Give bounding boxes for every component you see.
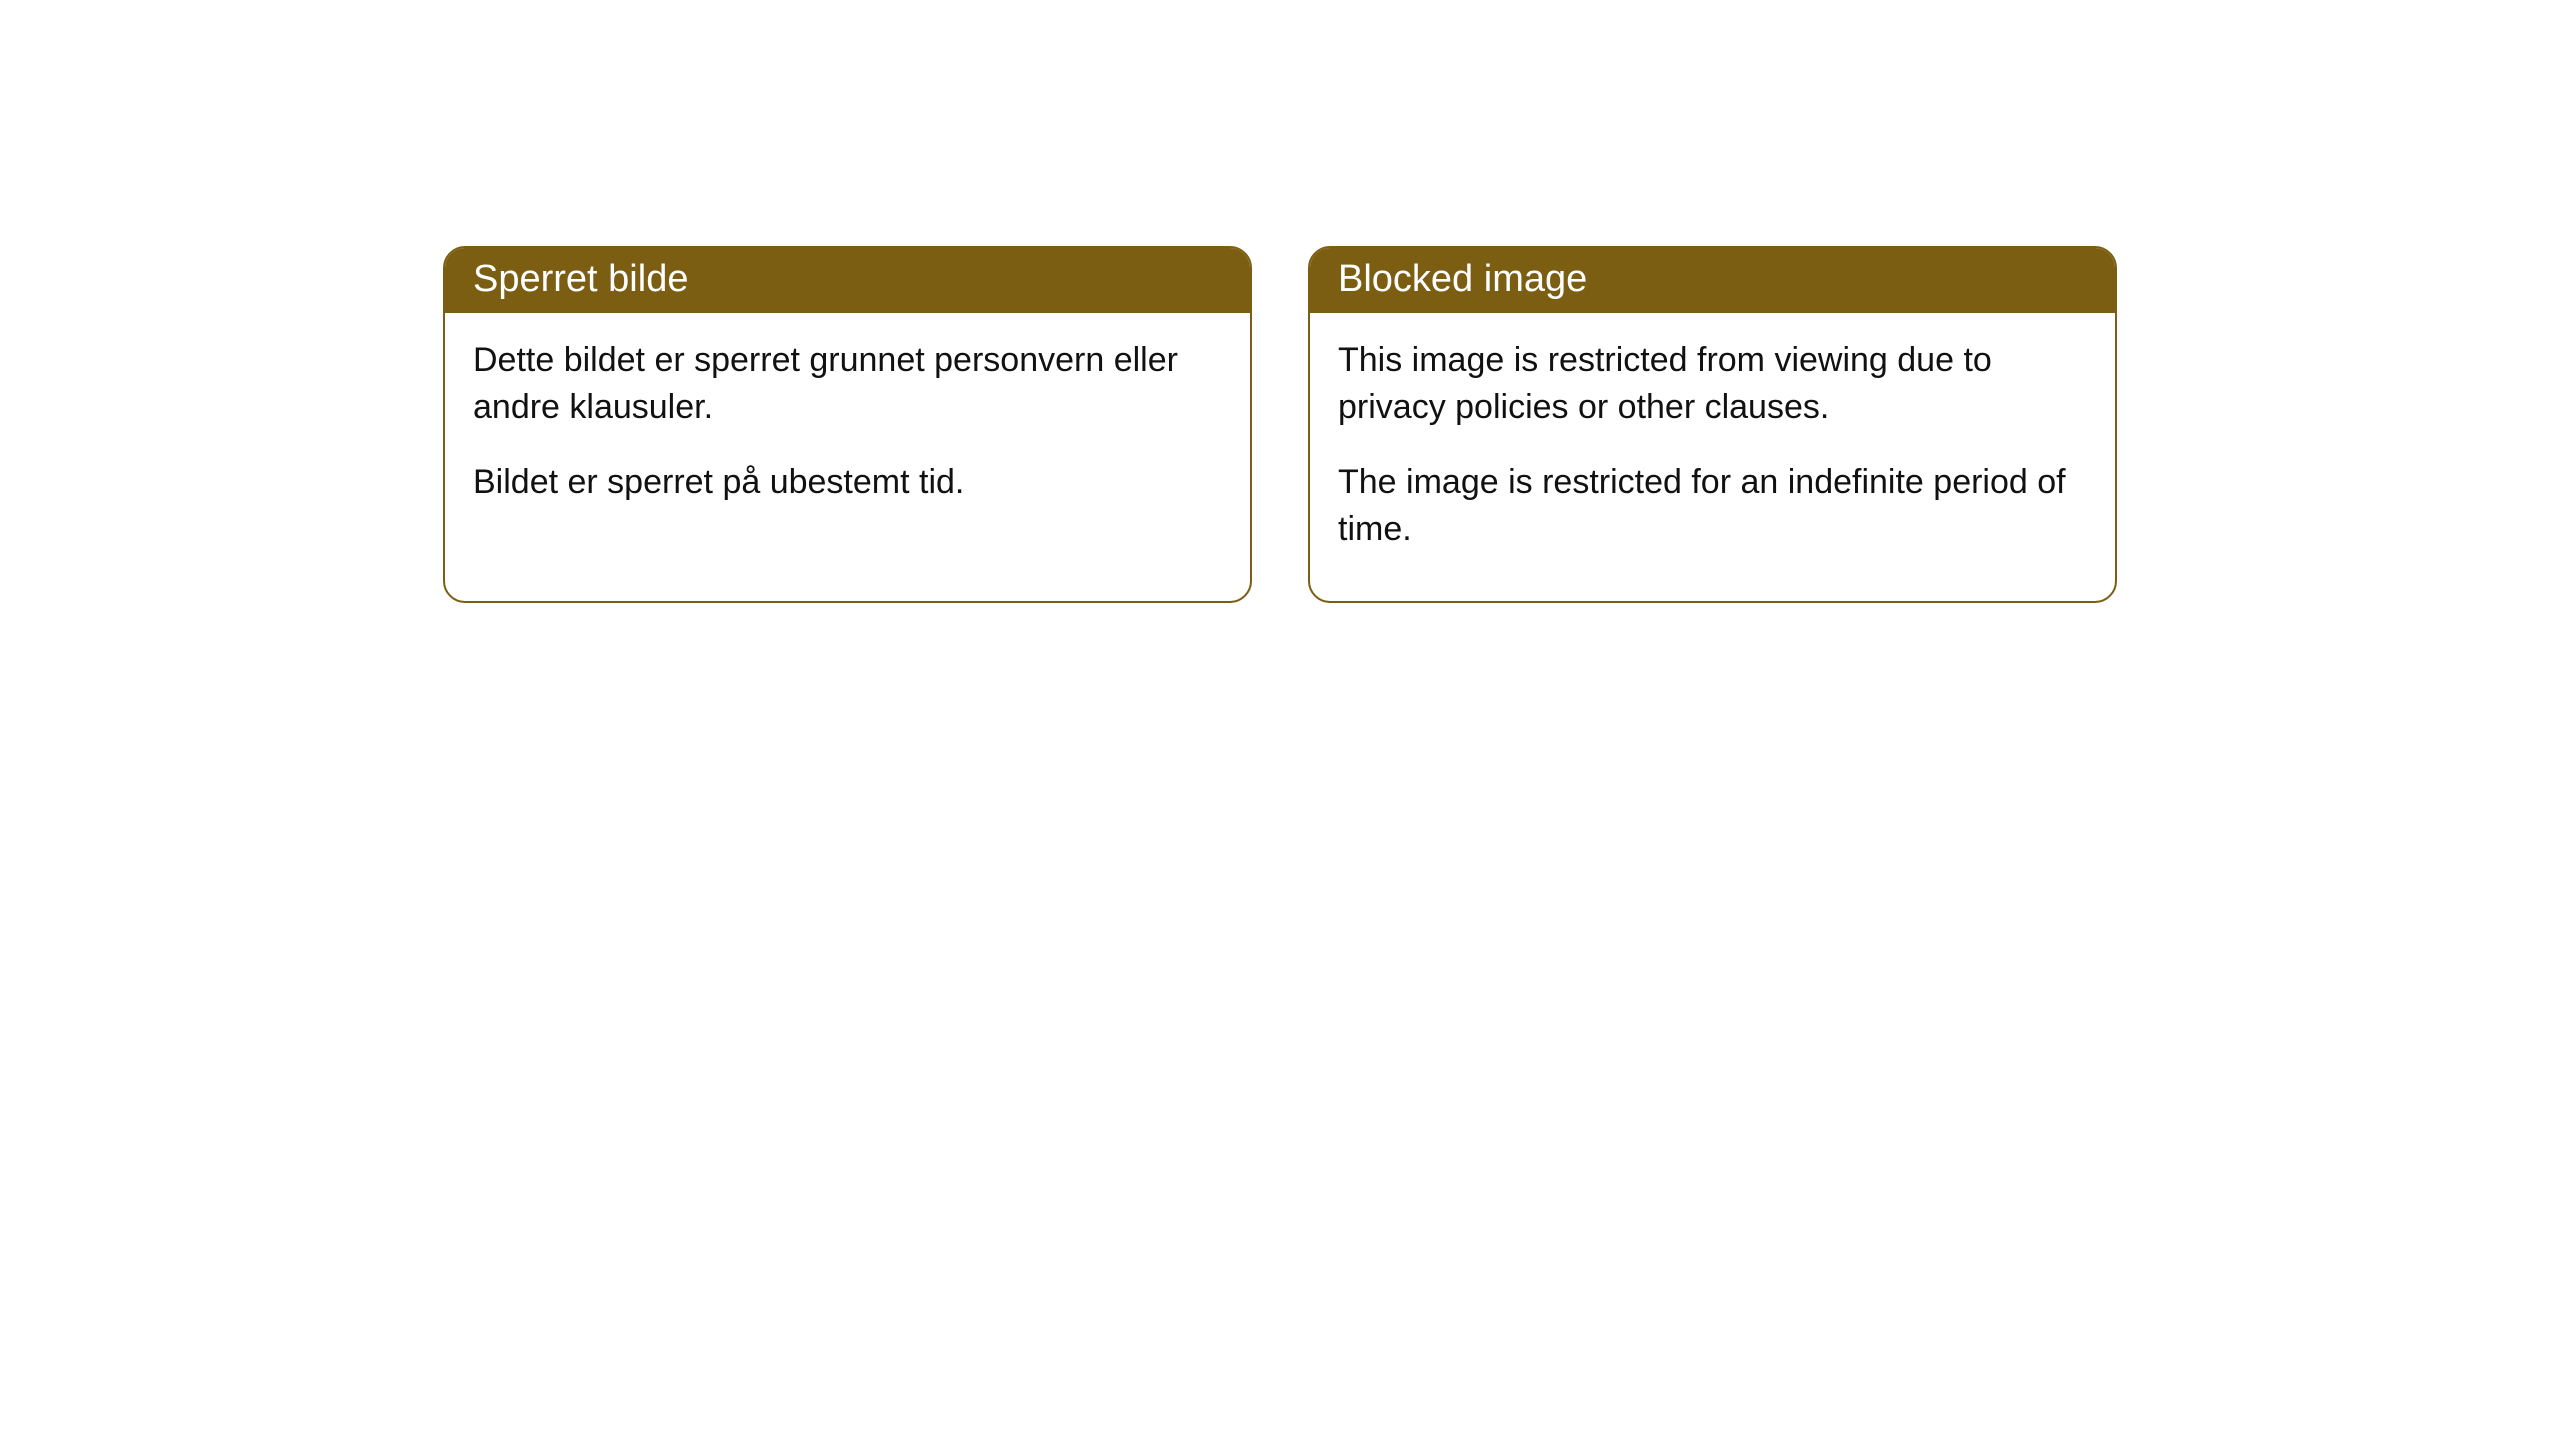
card-para1-norwegian: Dette bildet er sperret grunnet personve… bbox=[473, 337, 1222, 431]
blocked-image-card-english: Blocked image This image is restricted f… bbox=[1308, 246, 2117, 603]
notice-container: Sperret bilde Dette bildet er sperret gr… bbox=[443, 246, 2117, 603]
blocked-image-card-norwegian: Sperret bilde Dette bildet er sperret gr… bbox=[443, 246, 1252, 603]
card-title-norwegian: Sperret bilde bbox=[473, 258, 688, 300]
card-header-english: Blocked image bbox=[1310, 248, 2115, 313]
card-para1-english: This image is restricted from viewing du… bbox=[1338, 337, 2087, 431]
card-title-english: Blocked image bbox=[1338, 258, 1587, 300]
card-body-english: This image is restricted from viewing du… bbox=[1310, 313, 2115, 601]
card-para2-norwegian: Bildet er sperret på ubestemt tid. bbox=[473, 459, 1222, 506]
card-body-norwegian: Dette bildet er sperret grunnet personve… bbox=[445, 313, 1250, 554]
card-header-norwegian: Sperret bilde bbox=[445, 248, 1250, 313]
card-para2-english: The image is restricted for an indefinit… bbox=[1338, 459, 2087, 553]
